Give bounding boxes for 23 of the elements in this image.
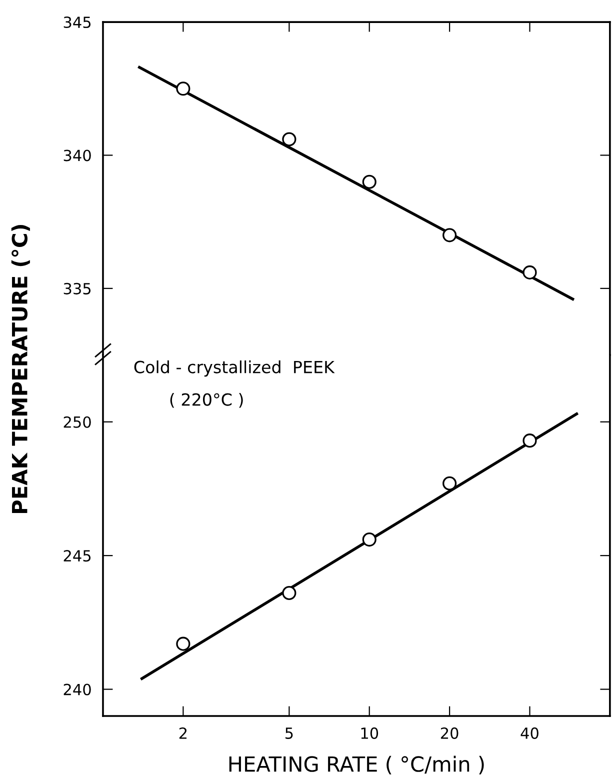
point: [442, 476, 457, 490]
y-tick-label: 335: [64, 282, 91, 294]
x-axis-title: HEATING RATE ( °C/min ): [229, 756, 484, 774]
point: [522, 434, 537, 448]
point: [442, 228, 457, 242]
point: [282, 132, 296, 146]
point: [282, 586, 296, 600]
annotation: ( 220°C ): [170, 392, 243, 408]
x-tick-label: 2: [179, 727, 187, 739]
y-tick-label: 245: [64, 550, 91, 562]
point: [522, 265, 537, 280]
point: [362, 532, 376, 547]
y-tick-label: 240: [64, 684, 91, 696]
x-tick-label: 40: [520, 727, 538, 739]
y-axis-title: PEAK TEMPERATURE (°C): [11, 224, 30, 513]
x-tick-label: 10: [361, 727, 378, 739]
y-tick-label: 340: [64, 150, 91, 162]
x-tick-label: 5: [285, 728, 293, 739]
point: [362, 174, 376, 189]
annotation: Cold - crystallized PEEK: [134, 360, 335, 377]
y-tick-label: 250: [64, 416, 91, 428]
x-tick-label: 20: [440, 727, 458, 739]
y-tick-label: 345: [64, 16, 91, 28]
